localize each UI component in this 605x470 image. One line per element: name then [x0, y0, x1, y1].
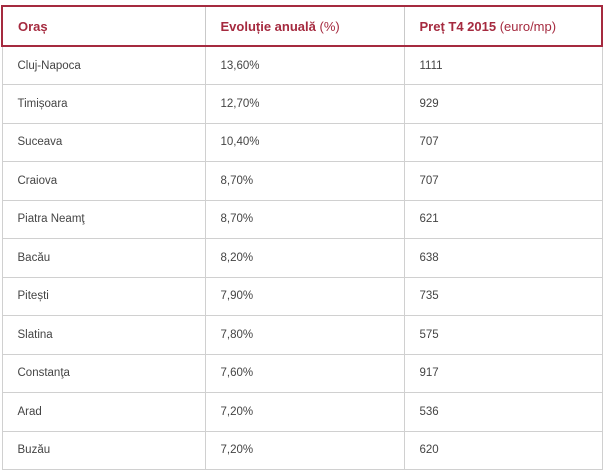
cell-city: Buzău: [1, 430, 206, 470]
table-row: Bacău 8,20% 638: [1, 238, 603, 278]
cell-price: 638: [403, 238, 603, 278]
cell-price: 536: [403, 392, 603, 432]
cell-price: 707: [403, 161, 603, 201]
cell-growth: 8,70%: [204, 161, 405, 201]
table-row: Timișoara 12,70% 929: [1, 84, 603, 124]
cell-price: 575: [403, 315, 603, 355]
cell-growth: 13,60%: [204, 45, 405, 85]
table-row: Pitești 7,90% 735: [1, 276, 603, 316]
table-row: Suceava 10,40% 707: [1, 122, 603, 162]
cell-price: 621: [403, 199, 603, 239]
cell-price: 917: [403, 353, 603, 393]
cell-city: Slatina: [1, 315, 206, 355]
cell-growth: 8,70%: [204, 199, 405, 239]
cell-city: Bacău: [1, 238, 206, 278]
cell-growth: 7,80%: [204, 315, 405, 355]
table-row: Cluj-Napoca 13,60% 1111: [1, 45, 603, 85]
table-body: Cluj-Napoca 13,60% 1111 Timișoara 12,70%…: [1, 45, 603, 470]
cell-price: 735: [403, 276, 603, 316]
header-price: Preț T4 2015 (euro/mp): [403, 5, 603, 47]
cell-city: Piatra Neamţ: [1, 199, 206, 239]
cell-price: 1111: [403, 45, 603, 85]
table-row: Buzău 7,20% 620: [1, 430, 603, 470]
header-row: Oraș Evoluție anuală (%) Preț T4 2015 (e…: [1, 5, 603, 47]
cell-city: Arad: [1, 392, 206, 432]
cell-growth: 7,90%: [204, 276, 405, 316]
table-row: Arad 7,20% 536: [1, 392, 603, 432]
cell-price: 620: [403, 430, 603, 470]
cell-growth: 7,20%: [204, 392, 405, 432]
cell-growth: 7,60%: [204, 353, 405, 393]
cell-city: Timișoara: [1, 84, 206, 124]
table-row: Slatina 7,80% 575: [1, 315, 603, 355]
table-header: Oraș Evoluție anuală (%) Preț T4 2015 (e…: [1, 5, 603, 47]
cell-growth: 7,20%: [204, 430, 405, 470]
table-row: Constanţa 7,60% 917: [1, 353, 603, 393]
table-row: Piatra Neamţ 8,70% 621: [1, 199, 603, 239]
cell-city: Suceava: [1, 122, 206, 162]
cell-growth: 10,40%: [204, 122, 405, 162]
cell-price: 707: [403, 122, 603, 162]
header-price-unit: (euro/mp): [496, 18, 557, 34]
table-row: Craiova 8,70% 707: [1, 161, 603, 201]
price-table: Oraș Evoluție anuală (%) Preț T4 2015 (e…: [1, 5, 603, 470]
header-city-label: Oraș: [18, 18, 48, 34]
header-price-label: Preț T4 2015: [419, 18, 497, 34]
cell-city: Craiova: [1, 161, 206, 201]
header-city: Oraș: [1, 5, 205, 47]
cell-city: Cluj-Napoca: [1, 45, 206, 85]
header-growth: Evoluție anuală (%): [204, 5, 404, 47]
cell-growth: 12,70%: [204, 84, 405, 124]
cell-growth: 8,20%: [204, 238, 405, 278]
cell-city: Pitești: [1, 276, 206, 316]
header-growth-label: Evoluție anuală: [220, 18, 316, 34]
cell-city: Constanţa: [1, 353, 206, 393]
cell-price: 929: [403, 84, 603, 124]
header-growth-unit: (%): [315, 18, 340, 34]
